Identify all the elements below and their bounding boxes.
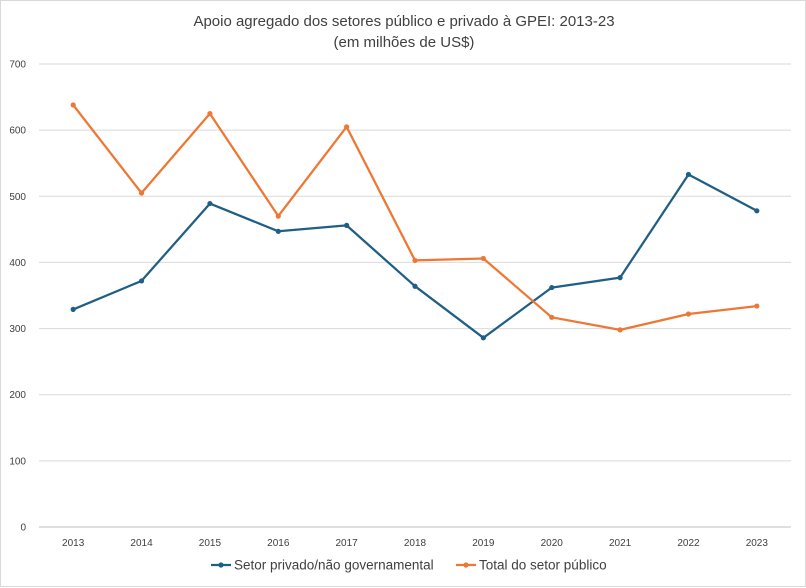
x-tick-label: 2021 <box>609 538 632 549</box>
data-point <box>754 303 760 309</box>
series-2 <box>70 102 760 333</box>
x-tick-label: 2022 <box>677 538 700 549</box>
x-tick-label: 2015 <box>199 538 222 549</box>
data-point <box>754 208 760 214</box>
y-tick-label: 0 <box>20 523 26 534</box>
y-tick-label: 300 <box>9 324 26 335</box>
x-tick-label: 2014 <box>130 538 153 549</box>
data-point <box>685 311 692 317</box>
data-point <box>207 200 213 207</box>
data-point <box>70 306 76 312</box>
data-point <box>685 171 692 178</box>
chart-title: Apoio agregado dos setores público e pri… <box>193 13 614 30</box>
data-point <box>344 222 350 228</box>
data-point <box>275 213 281 219</box>
series-line <box>72 103 758 332</box>
legend-item: Setor privado/não governamental <box>211 558 434 573</box>
x-tick-label: 2017 <box>336 538 359 549</box>
y-axis-tick-labels: 0 100 200 300 400 500 600 700 <box>9 60 26 534</box>
data-point <box>617 275 623 281</box>
data-point <box>138 190 145 196</box>
data-point <box>412 257 418 264</box>
legend-swatch-marker <box>218 562 224 568</box>
y-tick-label: 600 <box>9 126 26 137</box>
x-tick-label: 2019 <box>472 538 495 549</box>
y-tick-label: 500 <box>9 192 26 203</box>
legend-label: Total do setor público <box>479 558 607 573</box>
data-point <box>275 228 281 234</box>
data-point <box>412 283 418 289</box>
data-point <box>480 335 486 341</box>
data-point <box>207 111 213 117</box>
data-point <box>138 278 145 284</box>
series-line <box>72 173 758 339</box>
series-1 <box>70 171 760 341</box>
data-point <box>70 102 76 108</box>
chart-subtitle: (em milhões de US$) <box>334 34 475 51</box>
data-point <box>344 124 350 130</box>
y-tick-label: 400 <box>9 258 26 269</box>
y-tick-label: 700 <box>9 60 26 71</box>
legend: Setor privado/não governamental Total do … <box>211 558 607 573</box>
x-tick-label: 2016 <box>267 538 290 549</box>
x-tick-label: 2018 <box>404 538 427 549</box>
legend-swatch-marker <box>463 562 469 568</box>
y-tick-label: 200 <box>9 390 26 401</box>
data-point <box>549 314 555 320</box>
series-lines <box>70 102 760 341</box>
x-tick-label: 2020 <box>541 538 564 549</box>
x-axis-tick-labels: 2013 2014 2015 2016 2017 2018 2019 2020 2021 2022… <box>62 538 768 549</box>
gridlines <box>39 63 791 528</box>
x-tick-label: 2023 <box>746 538 769 549</box>
data-point <box>549 284 555 291</box>
legend-label: Setor privado/não governamental <box>234 558 434 573</box>
legend-item: Total do setor público <box>456 558 607 573</box>
data-point <box>480 255 486 262</box>
data-point <box>617 327 623 333</box>
y-tick-label: 100 <box>9 456 26 467</box>
x-tick-label: 2013 <box>62 538 85 549</box>
